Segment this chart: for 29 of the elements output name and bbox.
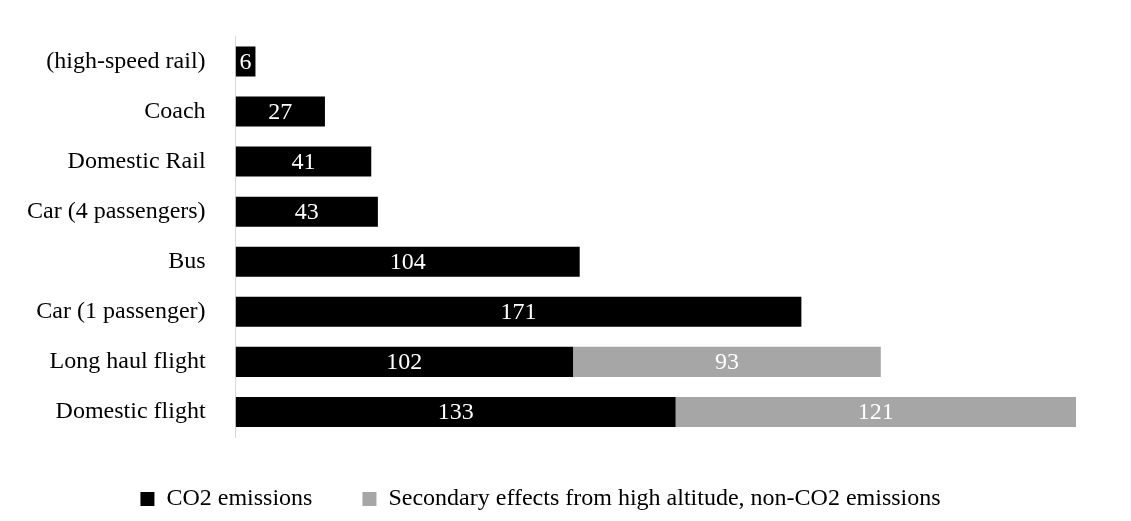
- bar: [235, 296, 802, 327]
- bar: [235, 146, 372, 177]
- data-label: 6: [239, 47, 252, 74]
- y-tick-label: Bus: [168, 247, 206, 274]
- y-tick-label: Domestic flight: [55, 397, 206, 424]
- bar: [235, 196, 378, 227]
- data-label: 121: [857, 398, 894, 425]
- bar: [573, 346, 881, 377]
- bar: [235, 346, 574, 377]
- y-tick-label: Car (1 passenger): [36, 297, 206, 324]
- data-label: 27: [268, 97, 293, 124]
- data-label: 93: [714, 348, 739, 375]
- bar: [675, 396, 1076, 427]
- data-label: 43: [294, 197, 319, 224]
- y-tick-label: Domestic Rail: [67, 146, 206, 173]
- data-label: 41: [291, 147, 316, 174]
- legend-label: Secondary effects from high altitude, non-CO2 emissions: [388, 484, 941, 511]
- y-tick-label: Coach: [144, 96, 206, 123]
- data-label: 102: [386, 348, 423, 375]
- data-label: 104: [389, 248, 426, 275]
- y-tick-label: Car (4 passengers): [27, 196, 206, 223]
- legend-label: CO2 emissions: [166, 484, 313, 511]
- bar: [235, 96, 325, 127]
- y-tick-label: (high-speed rail): [46, 46, 206, 73]
- data-label: 133: [437, 398, 474, 425]
- data-label: 171: [500, 298, 537, 325]
- bar: [235, 396, 676, 427]
- bar: [235, 246, 580, 277]
- y-tick-label: Long haul flight: [49, 347, 206, 374]
